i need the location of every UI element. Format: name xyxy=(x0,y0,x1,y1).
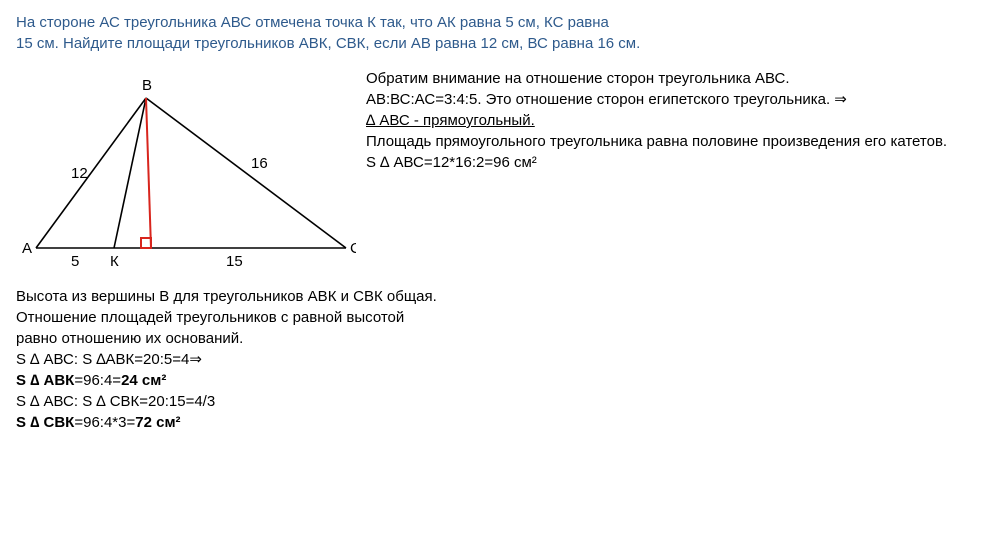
sol-b-7: S ∆ СВК=96:4*3=72 см² xyxy=(16,412,985,433)
sol-r-3: ∆ АВС - прямоугольный. xyxy=(366,110,985,131)
svg-text:К: К xyxy=(110,253,119,270)
triangle-figure: А В С К 12 16 5 15 xyxy=(16,68,356,278)
sol-b-3: равно отношению их оснований. xyxy=(16,328,985,349)
sol-r-2: АВ:ВС:АС=3:4:5. Это отношение сторон еги… xyxy=(366,89,985,110)
sol-b-1: Высота из вершины В для треугольников АВ… xyxy=(16,286,985,307)
solution-bottom-block: Высота из вершины В для треугольников АВ… xyxy=(16,286,985,433)
svg-text:12: 12 xyxy=(71,165,88,182)
sol-b-7-rest: =96:4*3= xyxy=(74,414,135,431)
sol-r-5: S ∆ АВС=12*16:2=96 см² xyxy=(366,152,985,173)
sol-b-2: Отношение площадей треугольников с равно… xyxy=(16,307,985,328)
problem-line-1: На стороне АС треугольника АВС отмечена … xyxy=(16,12,985,33)
sol-r-4: Площадь прямоугольного треугольника равн… xyxy=(366,131,985,152)
sol-b-5-prefix: S ∆ АВК xyxy=(16,372,74,389)
svg-text:А: А xyxy=(22,240,32,257)
svg-text:В: В xyxy=(142,77,152,94)
sol-b-5-rest: =96:4= xyxy=(74,372,121,389)
svg-text:С: С xyxy=(350,240,356,257)
problem-statement: На стороне АС треугольника АВС отмечена … xyxy=(16,12,985,54)
sol-b-7-prefix: S ∆ СВК xyxy=(16,414,74,431)
sol-b-5-ans: 24 см² xyxy=(121,372,166,389)
svg-text:15: 15 xyxy=(226,253,243,270)
content-row: А В С К 12 16 5 15 Обратим внимание на отношени… xyxy=(16,68,985,278)
sol-b-6: S ∆ АВС: S ∆ СВК=20:15=4/3 xyxy=(16,391,985,412)
problem-line-2: 15 см. Найдите площади треугольников АВК… xyxy=(16,33,985,54)
sol-b-7-ans: 72 см² xyxy=(135,414,180,431)
sol-r-1: Обратим внимание на отношение сторон тре… xyxy=(366,68,985,89)
solution-right-block: Обратим внимание на отношение сторон тре… xyxy=(366,68,985,173)
svg-text:16: 16 xyxy=(251,155,268,172)
sol-b-5: S ∆ АВК=96:4=24 см² xyxy=(16,370,985,391)
triangle-diagram: А В С К 12 16 5 15 xyxy=(16,68,356,278)
sol-b-4: S ∆ АВС: S ∆АВК=20:5=4⇒ xyxy=(16,349,985,370)
svg-text:5: 5 xyxy=(71,253,79,270)
